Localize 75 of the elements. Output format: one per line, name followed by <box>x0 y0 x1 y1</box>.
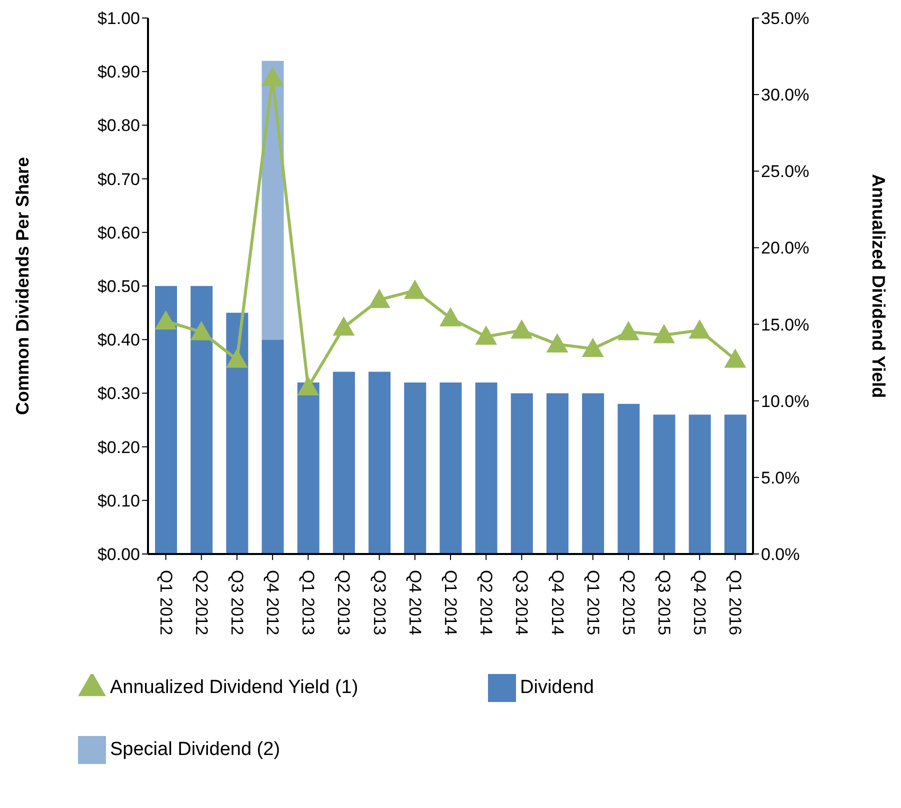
y2-tick-label: 10.0% <box>761 392 810 411</box>
x-tick-label: Q3 2014 <box>512 570 532 636</box>
legend-label: Special Dividend (2) <box>110 739 280 760</box>
bar <box>510 393 533 554</box>
y2-axis-title: Annualized Dividend Yield <box>868 174 889 398</box>
point <box>332 316 355 336</box>
point <box>262 66 284 86</box>
point <box>368 288 390 308</box>
point <box>297 376 320 396</box>
y-tick-label: $0.30 <box>97 384 140 404</box>
bar <box>297 382 320 554</box>
x-tick-label: Q1 2016 <box>726 570 745 636</box>
bar <box>688 414 711 554</box>
point <box>440 307 462 326</box>
y-tick-label: $0.50 <box>97 277 140 296</box>
point <box>154 310 177 330</box>
bar <box>368 372 391 554</box>
bar <box>155 286 177 554</box>
y-tick-label: $0.60 <box>97 223 140 242</box>
x-tick-label: Q1 2013 <box>298 570 318 636</box>
point <box>582 338 604 358</box>
y2-tick-label: 20.0% <box>761 238 810 258</box>
y2-tick-label: 5.0% <box>761 468 800 488</box>
x-tick-label: Q3 2012 <box>227 570 246 636</box>
bar <box>582 393 604 554</box>
y2-tick-label: 25.0% <box>761 162 810 182</box>
y-tick-label: $0.00 <box>97 545 140 564</box>
legend-label: Annualized Dividend Yield (1) <box>110 677 358 698</box>
point <box>404 280 426 299</box>
bar <box>332 372 355 554</box>
bar <box>475 382 498 554</box>
y-tick-label: $0.90 <box>97 62 140 82</box>
y2-tick-label: 35.0% <box>761 9 810 28</box>
y2-tick-label: 15.0% <box>761 315 810 334</box>
bar <box>618 404 640 554</box>
y-tick-label: $0.10 <box>97 491 140 510</box>
y2-tick-label: 0.0% <box>761 545 800 564</box>
point <box>475 326 498 345</box>
x-tick-label: Q3 2015 <box>654 570 674 636</box>
y2-tick-label: 30.0% <box>761 86 810 105</box>
bar <box>546 393 568 554</box>
x-tick-label: Q1 2014 <box>441 570 460 636</box>
x-tick-label: Q1 2015 <box>583 570 602 636</box>
point <box>190 320 212 340</box>
bar <box>226 312 248 554</box>
y-tick-label: $1.00 <box>97 9 140 28</box>
x-tick-label: Q2 2013 <box>334 570 354 636</box>
legend-label: Dividend <box>520 677 594 698</box>
x-tick-label: Q4 2014 <box>548 570 567 636</box>
y-tick-label: $0.40 <box>97 330 140 350</box>
point <box>510 319 533 339</box>
point <box>226 348 248 368</box>
x-tick-label: Q4 2015 <box>690 570 710 636</box>
bar <box>190 286 213 554</box>
x-tick-label: Q3 2013 <box>370 570 389 636</box>
point <box>617 320 640 340</box>
point <box>653 324 676 344</box>
x-tick-label: Q2 2012 <box>192 570 211 636</box>
bar <box>262 340 284 554</box>
point <box>688 319 711 339</box>
x-tick-label: Q4 2014 <box>405 570 424 636</box>
bar <box>440 382 462 554</box>
x-tick-label: Q1 2012 <box>156 570 176 636</box>
point <box>546 333 568 352</box>
bar <box>404 382 426 554</box>
y-tick-label: $0.70 <box>97 170 140 189</box>
bar <box>653 414 676 554</box>
y-axis-title: Common Dividends Per Share <box>12 156 32 416</box>
bar <box>724 414 746 554</box>
y-tick-label: $0.20 <box>97 438 140 457</box>
y-tick-label: $0.80 <box>97 116 140 136</box>
x-tick-label: Q4 2012 <box>263 570 282 636</box>
x-tick-label: Q2 2014 <box>476 570 496 636</box>
point <box>724 348 746 368</box>
x-tick-label: Q2 2015 <box>618 570 638 636</box>
